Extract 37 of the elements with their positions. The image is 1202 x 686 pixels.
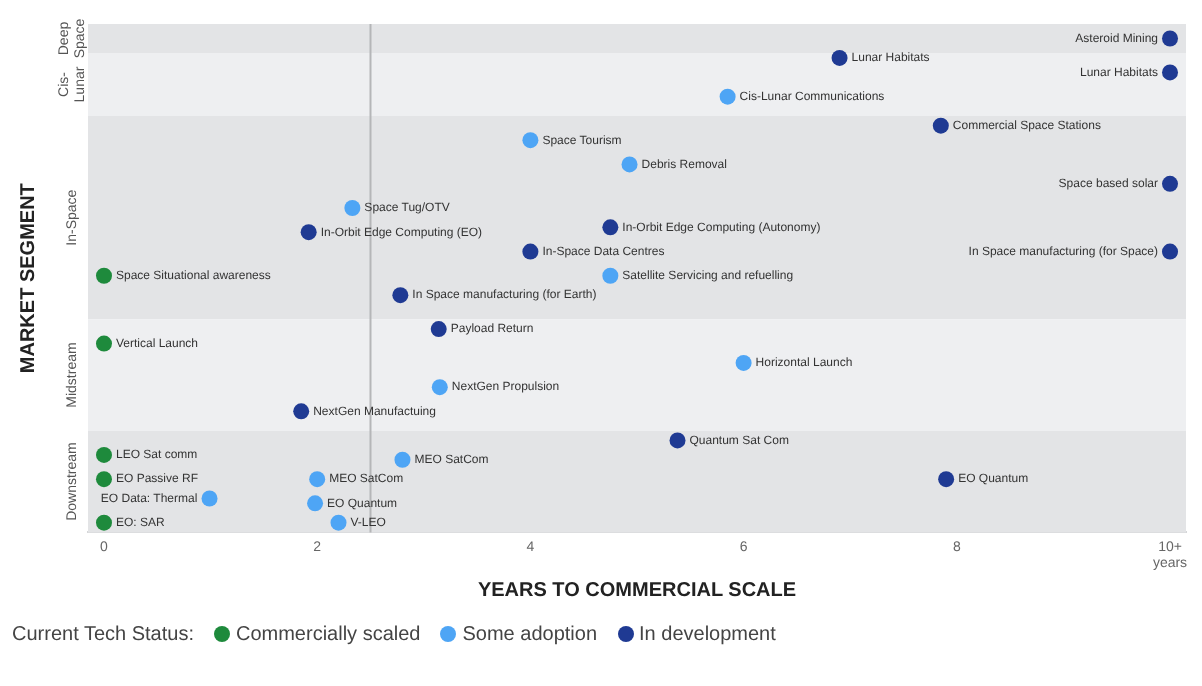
point	[1162, 175, 1179, 192]
point	[602, 219, 619, 236]
point	[95, 446, 112, 463]
legend-label: Some adoption	[462, 623, 598, 645]
point	[431, 379, 448, 396]
point	[719, 88, 736, 105]
point	[201, 490, 218, 507]
point	[300, 224, 317, 241]
point	[938, 471, 955, 488]
point	[307, 495, 324, 512]
point	[309, 471, 326, 488]
point	[330, 514, 347, 531]
point	[95, 267, 112, 284]
point	[669, 432, 686, 449]
point	[932, 117, 949, 134]
point	[394, 451, 411, 468]
point	[392, 287, 409, 304]
point	[293, 403, 310, 420]
point	[735, 354, 752, 371]
point	[621, 156, 638, 173]
point	[95, 514, 112, 531]
legend-label: Commercially scaled	[235, 623, 421, 645]
point	[1162, 64, 1179, 81]
point	[522, 132, 539, 149]
legend-label: In development	[639, 623, 776, 645]
y-axis-title: MARKET SEGMENT	[17, 183, 40, 374]
point	[831, 49, 848, 66]
x-axis-title: YEARS TO COMMERCIAL SCALE	[477, 579, 797, 602]
point	[1162, 243, 1179, 260]
point	[522, 243, 539, 260]
point	[430, 321, 447, 338]
point	[602, 267, 619, 284]
point	[95, 471, 112, 488]
point	[344, 199, 361, 216]
point	[1162, 30, 1179, 47]
legend-title: Current Tech Status:	[12, 623, 194, 645]
point	[95, 335, 112, 352]
